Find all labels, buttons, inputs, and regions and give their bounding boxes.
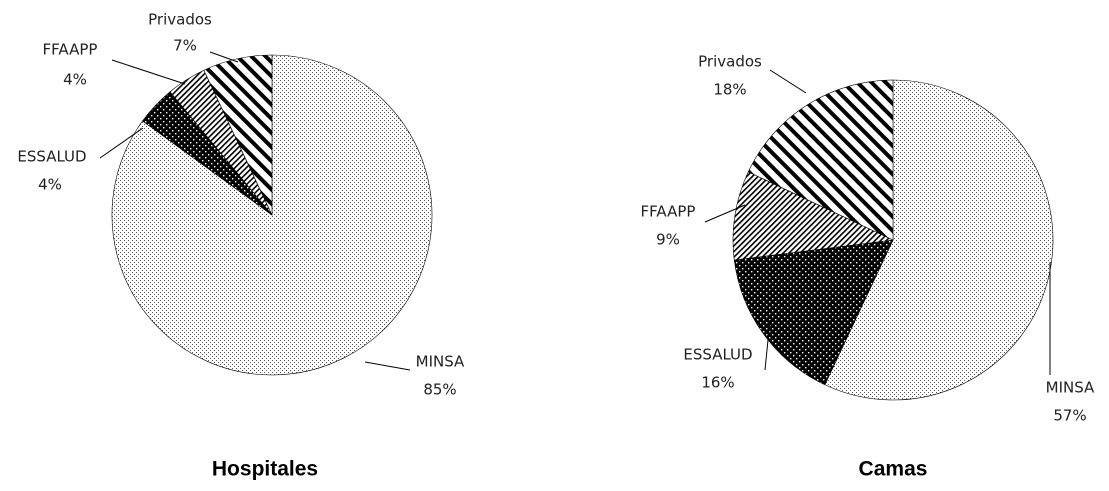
leader-line [99, 127, 144, 159]
category-label: MINSA [1046, 379, 1095, 397]
category-label: Privados [698, 53, 762, 71]
value-label: 7% [173, 37, 197, 55]
category-label: ESSALUD [683, 346, 752, 364]
pie-slice [824, 79, 1054, 401]
value-label: 57% [1053, 407, 1086, 425]
leader-line [209, 51, 239, 63]
category-label: MINSA [416, 353, 465, 371]
category-label: Privados [148, 11, 212, 29]
category-label: FFAAPP [641, 203, 696, 221]
pie-slice [203, 54, 273, 216]
leader-line [364, 361, 411, 371]
pie-slice [732, 171, 895, 261]
category-label: FFAAPP [43, 41, 98, 59]
chart-title: Hospitales [212, 458, 318, 481]
leader-line [764, 319, 771, 371]
value-label: 4% [38, 176, 62, 194]
value-label: 85% [423, 381, 456, 399]
chart-title: Camas [859, 458, 928, 481]
value-label: 18% [713, 81, 746, 99]
pie-slice [733, 239, 894, 386]
leader-line [111, 59, 186, 85]
value-label: 9% [656, 231, 680, 249]
value-label: 16% [701, 374, 734, 392]
pie-slice [747, 79, 894, 241]
leader-line [704, 204, 746, 223]
category-label: ESSALUD [17, 148, 86, 166]
value-label: 4% [63, 71, 87, 89]
leader-line [769, 69, 807, 94]
